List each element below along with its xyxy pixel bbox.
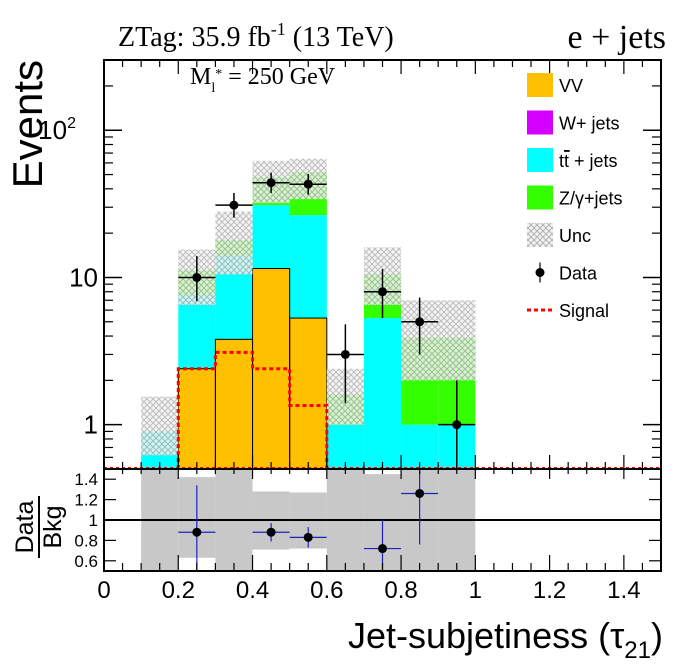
ratio-y-tick-label-4: 1.4	[74, 470, 98, 489]
ratio-axes: 0.60.811.21.40 0.2 0.4 0.6 0.8 1 1.2 1.4	[74, 468, 662, 604]
unc-band-1	[141, 396, 179, 456]
legend-label-0: VV	[559, 76, 583, 96]
legend-label-rest: + jets	[569, 151, 618, 171]
bar-0-3	[215, 339, 253, 469]
y-tick-label-0: 1	[84, 410, 98, 440]
ratio-points	[178, 469, 439, 571]
channel-label: e + jets	[568, 19, 666, 56]
x-tick-label-0: 0	[97, 577, 110, 604]
legend-label-tbar: t	[564, 151, 569, 171]
signal-line	[176, 350, 329, 469]
bar-2-8	[401, 424, 439, 469]
bar-2-2	[178, 295, 216, 369]
legend-label-3: Z/γ+jets	[559, 189, 623, 209]
ratio-point-3	[378, 544, 387, 554]
unc-band-3	[215, 211, 253, 275]
x-tick-label-3: 0.6	[310, 577, 343, 604]
data-point-6	[415, 317, 425, 327]
x-tick-label-7: 1.4	[607, 577, 640, 604]
y-tick-label-exp: 2	[67, 115, 76, 132]
legend-swatch-2	[527, 148, 553, 172]
data-point-1	[229, 200, 239, 210]
legend-label-5: Data	[559, 264, 598, 284]
ratio-point-2	[303, 532, 313, 542]
ratio-y-tick-label-0: 0.6	[74, 552, 98, 571]
x-tick-label-4: 0.8	[384, 577, 417, 604]
ratio-y-tick-label-2: 1	[89, 511, 98, 530]
x-tick-label-2: 0.4	[236, 577, 269, 604]
ratio-point-0	[192, 527, 202, 537]
legend-label-t: t	[559, 151, 564, 171]
legend-label-6: Signal	[559, 301, 609, 321]
data-point-4	[340, 349, 350, 359]
bar-2-4	[252, 205, 290, 269]
bar-2-7	[363, 318, 402, 469]
legend-data-marker	[535, 268, 545, 277]
lumi-label: ZTag: 35.9 fb-1 (13 TeV)	[118, 19, 394, 53]
y-tick-label-1: 10	[69, 262, 98, 292]
data-points	[178, 172, 476, 469]
data-point-5	[378, 287, 387, 297]
unc-band-9	[438, 300, 476, 381]
mass-annotation: Ml* = 250 GeV	[190, 64, 336, 96]
x-tick-label-6: 1.2	[533, 577, 566, 604]
ratio-y-tick-label-3: 1.2	[74, 491, 98, 510]
x-axis-label: Jet-subjetiness (τ21)	[348, 615, 663, 664]
y-axis-label: Events	[4, 60, 51, 188]
legend-swatch-unc	[527, 223, 553, 247]
ratio-label-numerator: Data	[11, 501, 39, 554]
bar-2-6	[326, 424, 364, 469]
legend: VV W+ jets tt + jets Z/γ+jets Unc Data Signal	[527, 73, 623, 321]
data-point-0	[192, 272, 202, 282]
legend-label-1: W+ jets	[559, 114, 620, 134]
ratio-point-4	[415, 488, 425, 498]
y-tick-label-2: 102	[38, 115, 76, 145]
legend-swatch-1	[527, 110, 553, 135]
legend-label-2: tt + jets	[559, 151, 618, 171]
data-point-3	[303, 179, 313, 189]
legend-swatch-3	[527, 185, 553, 210]
y-tick-label-base: 10	[38, 115, 67, 145]
x-tick-label-5: 1	[469, 577, 482, 604]
data-point-2	[266, 178, 276, 188]
ratio-y-tick-label-1: 0.8	[74, 531, 98, 550]
ratio-label-denominator: Bkg	[39, 505, 67, 548]
data-point-7	[452, 420, 462, 430]
bar-0-2	[178, 368, 216, 469]
x-tick-label-1: 0.2	[162, 577, 195, 604]
legend-label-4: Unc	[559, 226, 591, 246]
bar-2-5	[289, 215, 327, 319]
bar-0-5	[289, 318, 327, 469]
ratio-point-1	[266, 527, 276, 537]
legend-swatch-0	[527, 73, 553, 97]
ratio-y-label: Data Bkg	[11, 496, 67, 558]
